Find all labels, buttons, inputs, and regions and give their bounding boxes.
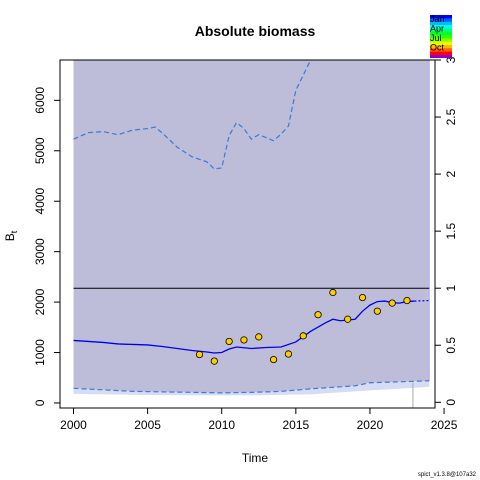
- legend-label: Jan: [430, 14, 445, 24]
- y-tick-label: 5000: [33, 137, 47, 164]
- legend-label: Jul: [430, 33, 442, 43]
- x-tick-label: 2005: [134, 418, 161, 432]
- y-right-tick-label: 1: [444, 285, 458, 292]
- y-right-tick-label: 2: [444, 170, 458, 177]
- observation-point: [389, 300, 395, 306]
- observation-point: [330, 289, 336, 295]
- observation-point: [211, 358, 217, 364]
- observation-point: [359, 294, 365, 300]
- observation-point: [374, 308, 380, 314]
- confidence-band: [74, 60, 430, 393]
- observation-point: [315, 311, 321, 317]
- observation-point: [241, 337, 247, 343]
- y-tick-label: 2000: [33, 288, 47, 315]
- x-tick-label: 2020: [357, 418, 384, 432]
- x-tick-label: 2010: [208, 418, 235, 432]
- observation-point: [270, 356, 276, 362]
- observation-point: [404, 297, 410, 303]
- y-tick-label: 6000: [33, 87, 47, 114]
- y-axis-right: 00.511.522.53: [435, 56, 458, 405]
- observation-point: [226, 338, 232, 344]
- y-right-tick-label: 0: [444, 399, 458, 406]
- chart-title: Absolute biomass: [195, 23, 316, 39]
- x-tick-label: 2025: [431, 418, 458, 432]
- x-axis-title: Time: [242, 451, 269, 465]
- version-footer: spict_v1.3.8@107a32: [418, 472, 477, 478]
- plot-area: [74, 60, 430, 408]
- x-tick-label: 2000: [60, 418, 87, 432]
- y-axis-title-subscript: t: [9, 230, 19, 233]
- observation-point: [345, 316, 351, 322]
- y-right-tick-label: 1.5: [444, 222, 458, 239]
- y-tick-label: 3000: [33, 238, 47, 265]
- y-tick-label: 4000: [33, 188, 47, 215]
- observation-point: [285, 351, 291, 357]
- observation-point: [196, 351, 202, 357]
- y-tick-label: 0: [33, 399, 47, 406]
- y-axis-title: Bt: [3, 230, 19, 241]
- observation-point: [300, 333, 306, 339]
- svg-text:Bt: Bt: [3, 230, 19, 241]
- observation-point: [256, 334, 262, 340]
- y-axis-title-main: B: [3, 233, 17, 241]
- legend-label: Apr: [430, 24, 444, 34]
- y-tick-label: 1000: [33, 339, 47, 366]
- x-tick-label: 2015: [282, 418, 309, 432]
- y-axis: 0 1000 2000 3000 4000 5000 6000: [33, 87, 60, 407]
- y-right-tick-label: 0.5: [444, 337, 458, 354]
- y-right-tick-label: 2.5: [444, 108, 458, 125]
- legend-label: Oct: [430, 43, 445, 53]
- legend-color-swatch: [430, 55, 452, 58]
- x-axis: 2000 2005 2010 2015 2020 2025: [60, 408, 458, 432]
